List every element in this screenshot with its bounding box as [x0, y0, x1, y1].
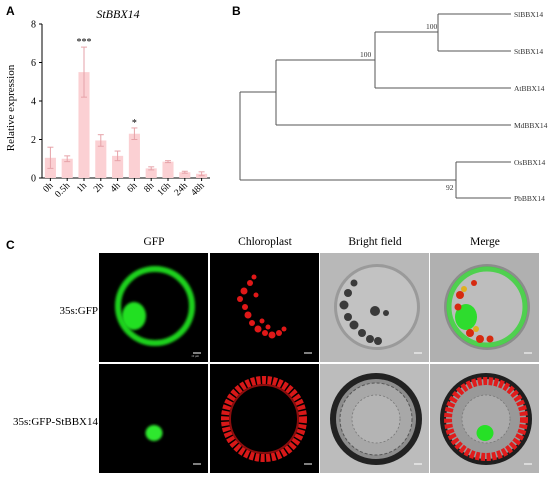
bar: [179, 172, 191, 178]
x-tick-label: 24h: [173, 181, 190, 198]
y-axis-label: Relative expression: [5, 64, 17, 151]
scale-bar-label: 10 μm: [191, 354, 199, 358]
bar: [128, 133, 140, 178]
significance-marker: ***: [77, 37, 92, 48]
micrograph-bright-field-row1: [320, 253, 429, 362]
micrograph-chloroplast-row1: [210, 253, 319, 362]
bootstrap-value: 92: [446, 183, 454, 192]
bar: [61, 158, 73, 178]
bootstrap-value: 100: [360, 50, 372, 59]
micrograph-bright-field-row2: [320, 364, 429, 473]
bootstrap-value: 100: [426, 22, 438, 31]
leaf-label-atbbx14: AtBBX14: [514, 84, 545, 93]
micrograph-gfp-row1: 10 μm: [99, 253, 208, 362]
x-tick-label: 0.5h: [53, 181, 72, 200]
leaf-label-osbbx14: OsBBX14: [514, 158, 546, 167]
panel-c-letter: C: [6, 238, 15, 252]
panel-b-letter: B: [232, 4, 241, 18]
x-tick-label: 8h: [143, 181, 157, 195]
significance-marker: *: [132, 118, 137, 129]
leaf-label-pbbbx14: PbBBX14: [514, 194, 545, 203]
column-header-bright-field: Bright field: [348, 236, 402, 248]
x-tick-label: 4h: [109, 181, 123, 195]
column-header-gfp: GFP: [143, 236, 165, 248]
x-tick-label: 48h: [190, 181, 207, 198]
expression-bar-chart: StBBX14 Relative expression 024680h0.5h*…: [5, 7, 210, 200]
bar: [78, 72, 90, 178]
bar: [162, 161, 174, 178]
leaf-label-slbbx14: SlBBX14: [514, 10, 543, 19]
leaf-label-mdbbx14: MdBBX14: [514, 121, 548, 130]
micrograph-chloroplast-row2: [210, 364, 319, 473]
y-tick-label: 2: [31, 135, 36, 146]
bar: [145, 168, 157, 178]
panel-a-letter: A: [6, 4, 15, 18]
micrograph-merge-row2: [430, 364, 539, 473]
x-tick-label: 6h: [126, 181, 140, 195]
x-tick-label: 16h: [156, 181, 173, 198]
row-label-35s-gfp: 35s:GFP: [59, 305, 98, 317]
y-tick-label: 4: [31, 97, 36, 108]
y-tick-label: 0: [31, 174, 36, 185]
y-tick-label: 8: [31, 20, 36, 31]
chart-title: StBBX14: [96, 7, 139, 21]
y-tick-label: 6: [31, 58, 36, 69]
micrograph-merge-row1: [430, 253, 539, 362]
row-label-35s-gfp-stbbx14: 35s:GFP-StBBX14: [13, 416, 98, 428]
phylogenetic-tree: SlBBX14 StBBX14 AtBBX14 MdBBX14 OsBBX14 …: [239, 10, 548, 203]
leaf-label-stbbx14: StBBX14: [514, 47, 543, 56]
column-header-merge: Merge: [470, 236, 500, 248]
micrograph-gfp-row2: [99, 364, 208, 473]
column-header-chloroplast: Chloroplast: [238, 236, 292, 248]
bar: [95, 140, 107, 178]
x-tick-label: 2h: [92, 181, 106, 195]
bar: [112, 155, 124, 178]
x-tick-label: 1h: [75, 181, 89, 195]
